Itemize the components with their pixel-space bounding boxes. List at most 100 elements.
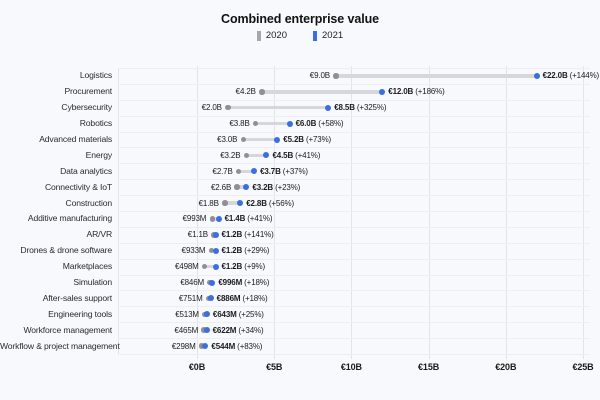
- value-label-2020: €2.7B: [212, 166, 233, 176]
- value-2021-growth-pct: (+18%): [240, 293, 268, 303]
- dot-2021[interactable]: [274, 136, 281, 143]
- value-2021-growth-pct: (+186%): [413, 87, 445, 97]
- value-2021-growth-pct: (+73%): [303, 135, 332, 144]
- value-2021-amount: €22.0B: [542, 71, 568, 81]
- value-label-2021: €12.0B (+186%): [388, 86, 445, 97]
- legend-swatch-2020: [256, 30, 261, 41]
- value-2021-amount: €1.2B: [221, 246, 243, 256]
- dot-2021[interactable]: [215, 215, 222, 222]
- dumbbell-connector: [227, 105, 329, 110]
- axis-tick: [274, 354, 276, 359]
- category-label: Construction: [65, 197, 113, 208]
- dot-2021[interactable]: [243, 184, 250, 191]
- horizontal-gridline: [118, 242, 590, 244]
- value-label-2020: €9.0B: [309, 71, 330, 81]
- value-label-2021: €22.0B (+144%): [542, 70, 600, 81]
- axis-tick: [583, 354, 584, 359]
- dot-2021[interactable]: [203, 327, 210, 334]
- value-2021-growth-pct: (+29%): [242, 246, 270, 256]
- value-label-2020: €3.8B: [229, 119, 250, 129]
- value-2021-growth-pct: (+41%): [293, 150, 321, 160]
- dumbbell-connector: [204, 264, 216, 269]
- dot-2021[interactable]: [207, 295, 214, 302]
- dot-2020[interactable]: [252, 120, 259, 127]
- dot-2021[interactable]: [212, 263, 219, 270]
- value-label-2021: €5.2B (+73%): [283, 134, 331, 145]
- horizontal-gridline: [118, 354, 590, 355]
- value-2021-growth-pct: (+144%): [567, 71, 600, 81]
- value-2021-amount: €1.4B: [224, 214, 246, 224]
- value-2021-growth-pct: (+83%): [235, 341, 263, 351]
- dot-2021[interactable]: [286, 120, 293, 127]
- horizontal-gridline: [118, 179, 590, 181]
- dumbbell-connector: [237, 185, 247, 189]
- value-label-2020: €513M: [175, 309, 199, 319]
- value-label-2021: €1.4B (+41%): [225, 213, 273, 224]
- horizontal-gridline: [118, 306, 590, 308]
- category-label: AR/VR: [86, 229, 112, 240]
- dot-2021[interactable]: [212, 247, 219, 254]
- category-label: After-sales support: [42, 292, 112, 303]
- dot-2020[interactable]: [259, 89, 265, 95]
- value-2021-growth-pct: (+25%): [236, 309, 264, 319]
- category-label: Workflow & project management: [0, 340, 120, 351]
- horizontal-gridline: [118, 290, 590, 292]
- dot-2021[interactable]: [203, 311, 210, 318]
- value-2021-growth-pct: (+141%): [242, 230, 274, 240]
- dot-2020[interactable]: [201, 263, 208, 270]
- dot-2020[interactable]: [222, 200, 228, 206]
- legend: 2020 2021: [0, 30, 600, 41]
- value-2021-growth-pct: (+37%): [280, 166, 308, 176]
- axis-tick-label: €20B: [495, 362, 517, 372]
- value-2021-growth-pct: (+18%): [242, 278, 270, 287]
- dumbbell-connector: [243, 137, 278, 142]
- dot-2020[interactable]: [235, 168, 242, 175]
- dot-2020[interactable]: [198, 343, 205, 349]
- value-label-2021: €643M (+25%): [213, 309, 264, 320]
- dot-2021[interactable]: [237, 200, 244, 207]
- category-label: Marketplaces: [62, 261, 112, 272]
- category-label: Cybersecurity: [61, 102, 112, 113]
- horizontal-gridline: [118, 258, 590, 260]
- vertical-gridline: [274, 66, 276, 354]
- vertical-gridline: [351, 66, 353, 354]
- value-2021-amount: €3.2B: [252, 182, 274, 192]
- dot-2020[interactable]: [209, 216, 216, 222]
- category-label: Data analytics: [60, 165, 112, 176]
- dot-2020[interactable]: [208, 247, 215, 254]
- dumbbell-connector: [261, 90, 383, 94]
- dot-2020[interactable]: [240, 136, 247, 143]
- horizontal-gridline: [118, 115, 590, 117]
- dot-2021[interactable]: [212, 231, 219, 238]
- horizontal-gridline: [118, 131, 590, 133]
- value-2021-amount: €12.0B: [388, 87, 414, 97]
- dot-2021[interactable]: [379, 88, 386, 95]
- dot-2021[interactable]: [251, 168, 258, 175]
- legend-item-2021: 2021: [313, 30, 343, 41]
- dot-2021[interactable]: [202, 343, 209, 350]
- dot-2020[interactable]: [234, 184, 240, 190]
- value-2021-amount: €622M: [212, 325, 237, 335]
- legend-item-2020: 2020: [256, 30, 287, 41]
- horizontal-gridline: [118, 322, 590, 324]
- dot-2021[interactable]: [533, 72, 540, 79]
- category-label: Robotics: [79, 118, 112, 129]
- horizontal-gridline: [118, 163, 590, 165]
- vertical-gridline: [197, 66, 198, 354]
- value-2021-amount: €544M: [211, 341, 236, 351]
- dot-2021[interactable]: [325, 104, 332, 111]
- value-2021-amount: €6.0B: [295, 119, 317, 129]
- value-label-2020: €2.6B: [210, 182, 232, 192]
- value-2021-growth-pct: (+9%): [242, 262, 266, 272]
- category-label: Engineering tools: [48, 308, 112, 319]
- dot-2020[interactable]: [243, 152, 250, 159]
- value-label-2020: €4.2B: [235, 87, 256, 97]
- category-label: Procurement: [64, 86, 112, 97]
- dot-2021[interactable]: [263, 152, 270, 159]
- horizontal-gridline: [118, 83, 590, 85]
- dot-2020[interactable]: [225, 104, 231, 111]
- dot-2021[interactable]: [209, 279, 216, 286]
- value-2021-growth-pct: (+56%): [266, 198, 295, 208]
- dot-2020[interactable]: [333, 73, 339, 79]
